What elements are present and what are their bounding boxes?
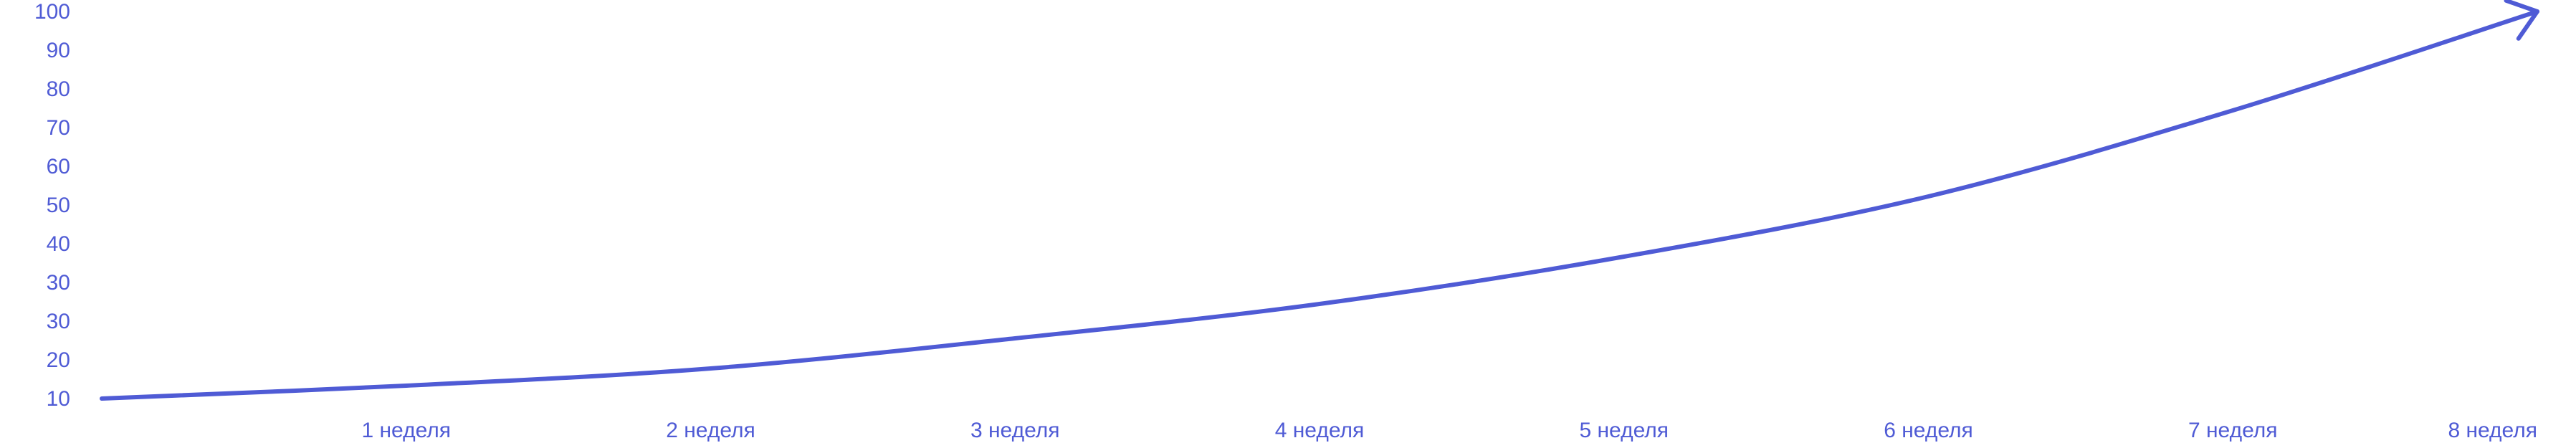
x-tick-label: 4 неделя [1275, 419, 1365, 442]
y-tick-label: 10 [47, 387, 70, 411]
y-tick-label: 40 [47, 232, 70, 256]
y-tick-label: 30 [47, 310, 70, 333]
x-axis-ticks: 1 неделя 2 неделя 3 неделя 4 неделя 5 неделя… [361, 419, 2537, 442]
y-tick-label: 70 [47, 116, 70, 140]
y-tick-label: 60 [47, 155, 70, 178]
x-tick-label: 7 неделя [2188, 419, 2278, 442]
series-layer [100, 0, 2539, 401]
x-tick-label: 2 неделя [666, 419, 755, 442]
y-tick-label: 50 [47, 194, 70, 217]
y-axis-ticks: 100 90 80 70 60 50 40 30 30 20 10 [34, 0, 70, 411]
series-line [100, 9, 2539, 401]
x-tick-label: 8 неделя [2448, 419, 2537, 442]
y-tick-label: 80 [47, 77, 70, 101]
y-tick-label: 20 [47, 348, 70, 372]
x-tick-label: 5 неделя [1579, 419, 1669, 442]
arrow-head-icon [2504, 0, 2539, 41]
y-tick-label: 30 [47, 271, 70, 295]
y-tick-label: 90 [47, 39, 70, 62]
x-tick-label: 6 неделя [1884, 419, 1973, 442]
x-tick-label: 1 неделя [361, 419, 451, 442]
x-tick-label: 3 неделя [970, 419, 1060, 442]
y-tick-label: 100 [34, 0, 70, 24]
